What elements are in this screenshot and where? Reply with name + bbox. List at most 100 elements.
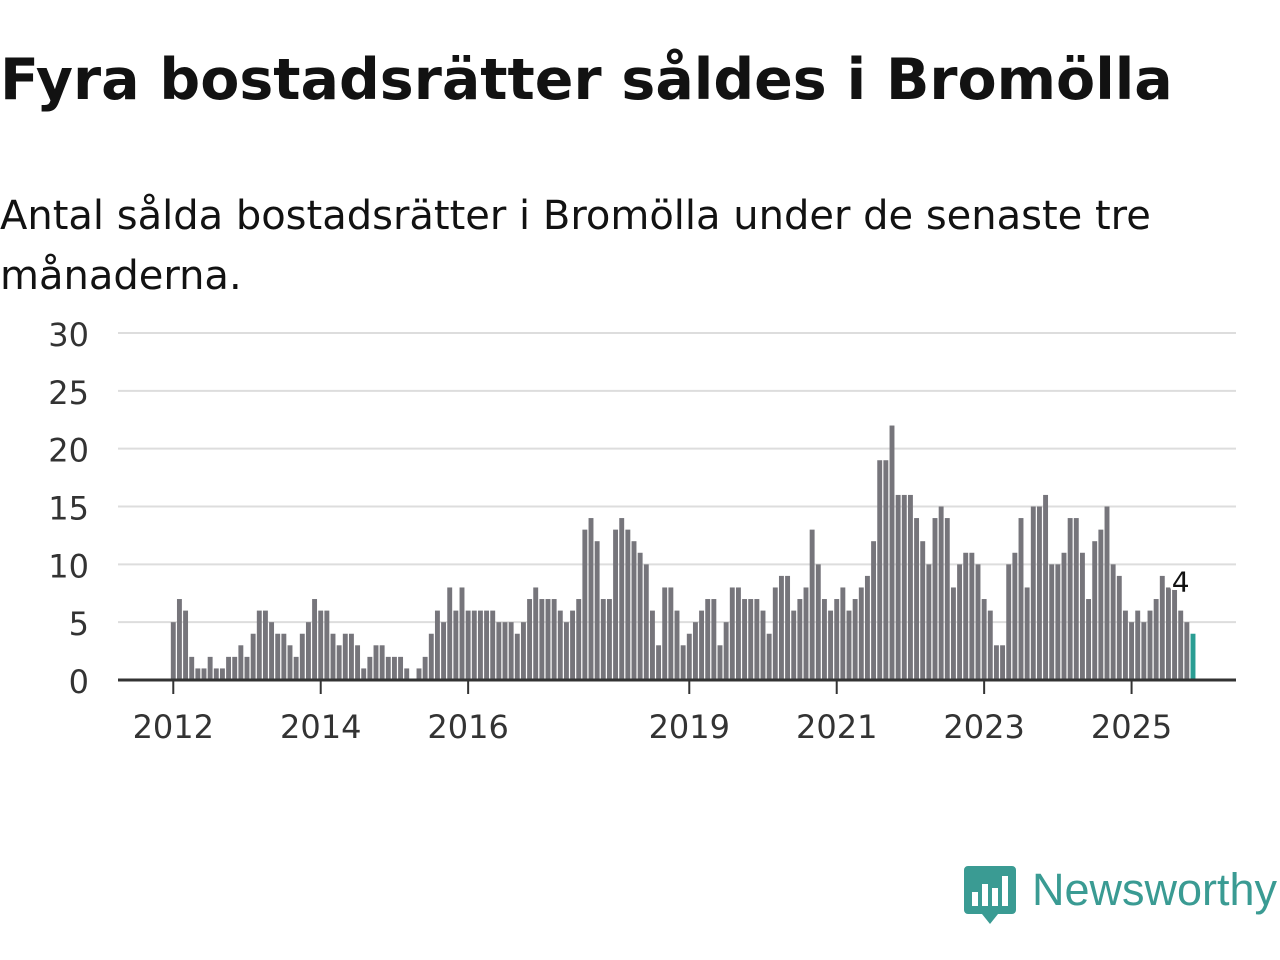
bar [907,494,913,680]
bar [717,645,723,680]
bar [391,656,397,680]
bar [484,610,490,680]
bar [1043,494,1049,680]
bar [299,633,305,680]
bar [864,575,870,680]
bar [975,564,981,680]
x-tick-labels: 2012 2014 2016 2019 2021 2023 2025 [133,680,1172,746]
bar [1073,518,1079,680]
bar [527,599,533,680]
bar [385,656,391,680]
bar [858,587,864,680]
bar [1000,645,1006,680]
bar [631,541,637,680]
bar [355,645,361,680]
bar [1006,564,1012,680]
bar [189,656,195,680]
bar [1159,575,1165,680]
bar [957,564,963,680]
x-tick-label: 2014 [280,708,361,746]
bar [176,599,182,680]
y-tick-label: 10 [48,547,89,585]
bar [459,587,465,680]
bar [563,622,569,680]
bar [1012,552,1018,680]
bar [275,633,281,680]
bar [729,587,735,680]
bar [269,622,275,680]
latest-value-label: 4 [1172,566,1190,599]
bar [766,633,772,680]
bar [686,633,692,680]
bar [238,645,244,680]
bar [373,645,379,680]
bar [471,610,477,680]
bar [490,610,496,680]
bar [293,656,299,680]
bar [950,587,956,680]
bar-latest [1190,633,1196,680]
bar [662,587,668,680]
bar [1061,552,1067,680]
bar [330,633,336,680]
bar [514,633,520,680]
bar [1153,599,1159,680]
bar [447,587,453,680]
bar [1116,575,1122,680]
bar [183,610,189,680]
bar [772,587,778,680]
bar [539,599,545,680]
bar [852,599,858,680]
bar [963,552,969,680]
bar [828,610,834,680]
bar [674,610,680,680]
bar [1147,610,1153,680]
bar [256,610,262,680]
bar [594,541,600,680]
x-tick-label: 2025 [1091,708,1172,746]
bar [871,541,877,680]
bar [840,587,846,680]
bar [318,610,324,680]
bar [643,564,649,680]
bar [932,518,938,680]
bar [778,575,784,680]
chart-subtitle: Antal sålda bostadsrätter i Bromölla und… [0,193,1151,299]
bar [668,587,674,680]
bar [895,494,901,680]
bar [846,610,852,680]
bar [785,575,791,680]
bar [883,460,889,680]
bar [723,622,729,680]
bar [305,622,311,680]
newsworthy-logo: Newsworthy [964,862,1280,930]
y-tick-label: 30 [48,316,89,354]
bar [760,610,766,680]
chart-title: Fyra bostadsrätter såldes i Bromölla [0,47,1173,113]
bar [398,656,404,680]
bar [219,668,225,680]
bar [465,610,471,680]
x-tick-label: 2012 [133,708,214,746]
bar [1092,541,1098,680]
bar [1141,622,1147,680]
bar [969,552,975,680]
bar [324,610,330,680]
bar [287,645,293,680]
bar [1049,564,1055,680]
bar [582,529,588,680]
bar [207,656,213,680]
bar [705,599,711,680]
bar [606,599,612,680]
bar [262,610,268,680]
x-tick-label: 2023 [943,708,1024,746]
bar [735,587,741,680]
bar [914,518,920,680]
y-tick-label: 5 [69,605,89,643]
bar [748,599,754,680]
bar [1110,564,1116,680]
y-tick-label: 15 [48,490,89,528]
bar [281,633,287,680]
bar [416,668,422,680]
bar [987,610,993,680]
